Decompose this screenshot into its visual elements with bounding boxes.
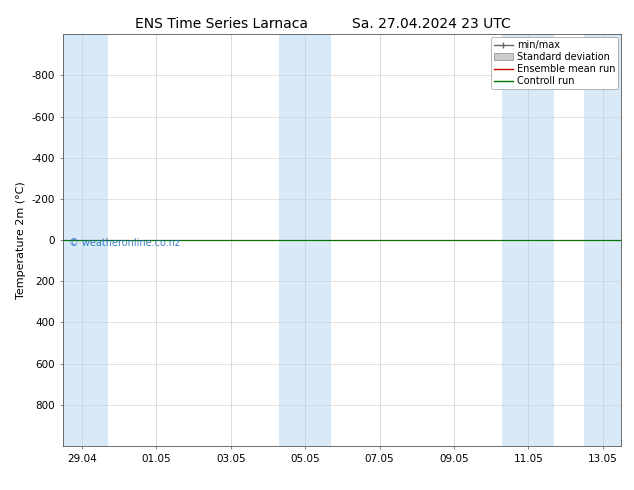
Text: Sa. 27.04.2024 23 UTC: Sa. 27.04.2024 23 UTC (352, 17, 510, 31)
Bar (305, 34, 331, 446)
Bar (584, 34, 621, 446)
Bar (528, 34, 554, 446)
Text: © weatheronline.co.nz: © weatheronline.co.nz (69, 238, 180, 248)
Bar (279, 34, 305, 446)
Legend: min/max, Standard deviation, Ensemble mean run, Controll run: min/max, Standard deviation, Ensemble me… (491, 37, 618, 89)
Text: ENS Time Series Larnaca: ENS Time Series Larnaca (136, 17, 308, 31)
Bar (502, 34, 528, 446)
Y-axis label: Temperature 2m (°C): Temperature 2m (°C) (16, 181, 26, 299)
Bar (63, 34, 108, 446)
